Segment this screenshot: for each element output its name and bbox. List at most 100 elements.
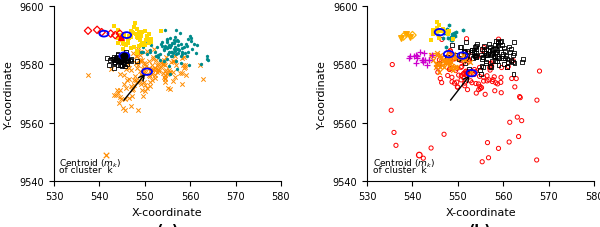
Point: [202, 55, 211, 58]
Point: [135, 70, 145, 74]
Point: [136, 51, 146, 54]
Point: [500, 63, 509, 66]
Point: [120, 57, 130, 60]
Point: [118, 59, 127, 62]
Point: [471, 52, 481, 56]
Point: [452, 54, 461, 57]
Point: [122, 57, 131, 61]
Point: [488, 51, 498, 54]
Point: [138, 51, 148, 55]
Point: [165, 37, 175, 40]
Point: [182, 45, 192, 49]
Point: [442, 31, 452, 35]
Point: [108, 58, 118, 62]
Point: [185, 64, 194, 68]
Point: [178, 47, 187, 50]
Point: [160, 46, 170, 50]
Point: [152, 59, 161, 63]
Point: [129, 79, 139, 83]
Point: [112, 56, 122, 60]
Point: [112, 59, 121, 63]
Point: [509, 41, 519, 45]
Point: [130, 22, 140, 26]
Point: [106, 33, 116, 36]
Point: [160, 81, 169, 85]
Point: [181, 64, 190, 68]
Point: [124, 36, 134, 39]
Point: [455, 59, 465, 63]
Point: [467, 51, 477, 55]
Point: [436, 77, 445, 81]
Point: [443, 37, 452, 40]
Point: [162, 58, 172, 62]
Point: [131, 62, 140, 65]
Point: [445, 58, 454, 62]
Point: [487, 53, 497, 56]
Point: [142, 50, 152, 54]
Point: [442, 33, 452, 37]
Point: [154, 69, 163, 73]
Point: [120, 56, 130, 59]
Point: [448, 33, 457, 37]
Point: [154, 69, 163, 72]
Point: [455, 57, 464, 60]
Point: [119, 60, 129, 64]
Point: [477, 58, 487, 62]
Point: [456, 46, 466, 50]
Point: [142, 39, 151, 42]
Y-axis label: Y-coordinate: Y-coordinate: [4, 60, 14, 128]
Point: [436, 29, 445, 32]
Point: [410, 55, 419, 59]
Point: [466, 71, 475, 74]
Point: [472, 92, 481, 96]
Point: [120, 65, 130, 69]
Point: [117, 42, 127, 46]
Point: [491, 51, 501, 54]
Point: [132, 36, 142, 39]
Point: [415, 154, 424, 157]
Point: [128, 88, 137, 92]
Point: [103, 57, 112, 61]
Point: [433, 71, 443, 75]
Point: [459, 58, 469, 62]
Point: [398, 36, 408, 39]
Point: [181, 52, 190, 55]
Point: [140, 40, 150, 43]
Point: [471, 56, 481, 59]
Point: [464, 67, 474, 71]
Point: [83, 30, 93, 33]
Point: [467, 49, 476, 53]
Point: [167, 51, 176, 55]
Point: [109, 56, 119, 59]
Point: [493, 55, 502, 59]
Point: [485, 69, 495, 73]
Point: [446, 36, 456, 40]
Point: [131, 33, 141, 37]
Point: [435, 29, 445, 32]
Point: [155, 53, 165, 57]
Point: [122, 60, 131, 64]
Point: [506, 59, 515, 62]
Point: [488, 48, 497, 51]
Point: [500, 57, 510, 60]
Point: [464, 71, 474, 75]
Point: [110, 57, 120, 61]
Point: [411, 54, 421, 58]
Point: [137, 44, 146, 48]
Point: [502, 55, 511, 59]
Point: [445, 68, 454, 72]
Point: [443, 60, 452, 63]
Point: [532, 158, 541, 162]
Point: [172, 64, 181, 68]
Point: [112, 94, 121, 98]
Point: [499, 52, 508, 56]
Point: [472, 56, 481, 59]
Point: [145, 51, 155, 55]
Point: [470, 54, 479, 58]
Point: [439, 60, 448, 64]
Point: [136, 33, 145, 37]
Point: [160, 73, 170, 77]
Point: [112, 59, 122, 62]
Point: [418, 59, 428, 62]
Point: [129, 46, 139, 50]
